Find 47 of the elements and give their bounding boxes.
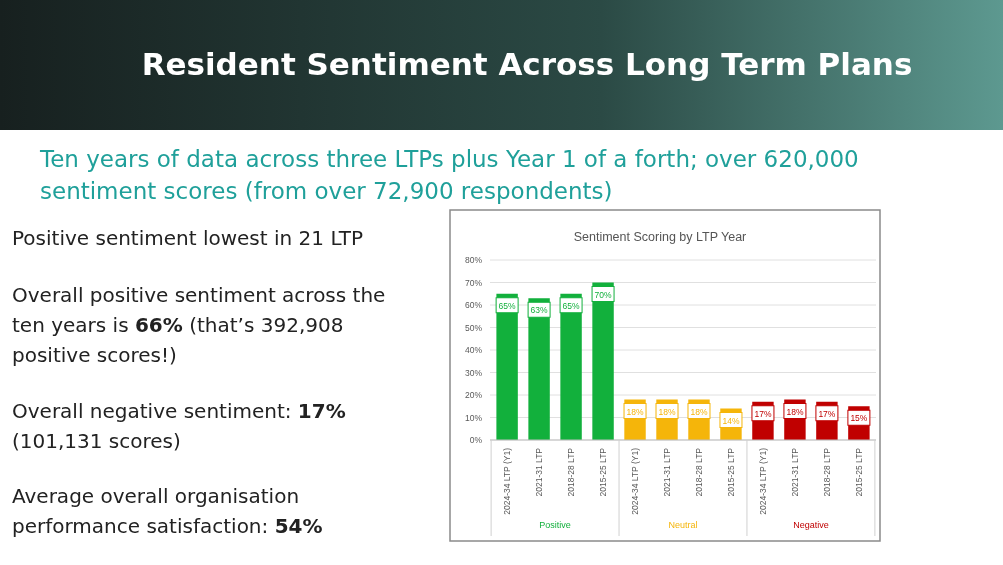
data-label: 18% [690,406,708,417]
data-label: 63% [530,305,549,316]
text: Overall positive sentiment across the ten years is 66% (that’s 392,908 positive scores!) [12,283,386,367]
y-tick-label: 80% [464,255,483,265]
bar [496,293,518,440]
x-tick-label: 2018-28 LTP [693,447,704,497]
x-tick-label: 2018-28 LTP [566,447,577,497]
x-tick-label: 2021-31 LTP [534,447,545,497]
x-tick-label: 2021-31 LTP [789,447,800,497]
y-tick-label: 30% [464,367,483,378]
data-label: 18% [626,406,644,417]
text: Overall negative sentiment: 17% (101,131 scores) [12,399,346,453]
data-label: 18% [786,406,804,417]
y-tick-label: 0% [469,435,483,445]
y-tick-label: 70% [464,277,483,288]
x-tick-label: 2024-34 LTP (Y1) [502,447,513,515]
x-tick-label: 2024-34 LTP (Y1) [757,447,768,515]
bar [560,293,582,440]
text: Negative [793,520,829,530]
data-label: 17% [754,408,772,419]
y-tick-label: 50% [464,322,483,333]
x-tick-label: 2018-28 LTP [821,447,832,497]
data-label: 65% [562,300,581,311]
text: Positive [539,520,571,530]
chart-title: Resident Sentiment Across Long Term Plans [141,46,913,82]
data-label: 17% [818,408,836,419]
x-tick-label: 2021-31 LTP [662,447,673,497]
x-tick-label: 2015-25 LTP [853,447,864,497]
text: Sentiment Scoring by LTP Year [573,230,747,244]
x-tick-label: 2015-25 LTP [598,447,609,497]
y-tick-label: 40% [464,345,483,355]
y-tick-label: 20% [464,390,483,400]
text: Neutral [668,520,698,530]
data-label: 15% [850,413,868,424]
data-label: 70% [594,289,612,300]
bar [528,298,550,440]
data-label: 18% [658,406,676,417]
y-tick-label: 60% [464,300,483,310]
text: Positive sentiment lowest in 21 LTP [12,226,364,250]
y-tick-label: 10% [464,412,483,423]
bar [592,282,614,440]
x-tick-label: 2015-25 LTP [725,447,736,497]
text: Average overall organisation performance satisfaction: 54% [12,484,323,538]
data-label: 65% [498,300,517,311]
chart-subtitle: Ten years of data across three LTPs plus Year 1 of a forth; over 620,000 sentiment scores (from over 72,900 respondents) [39,146,859,204]
data-label: 14% [722,415,740,426]
x-tick-label: 2024-34 LTP (Y1) [630,447,641,515]
